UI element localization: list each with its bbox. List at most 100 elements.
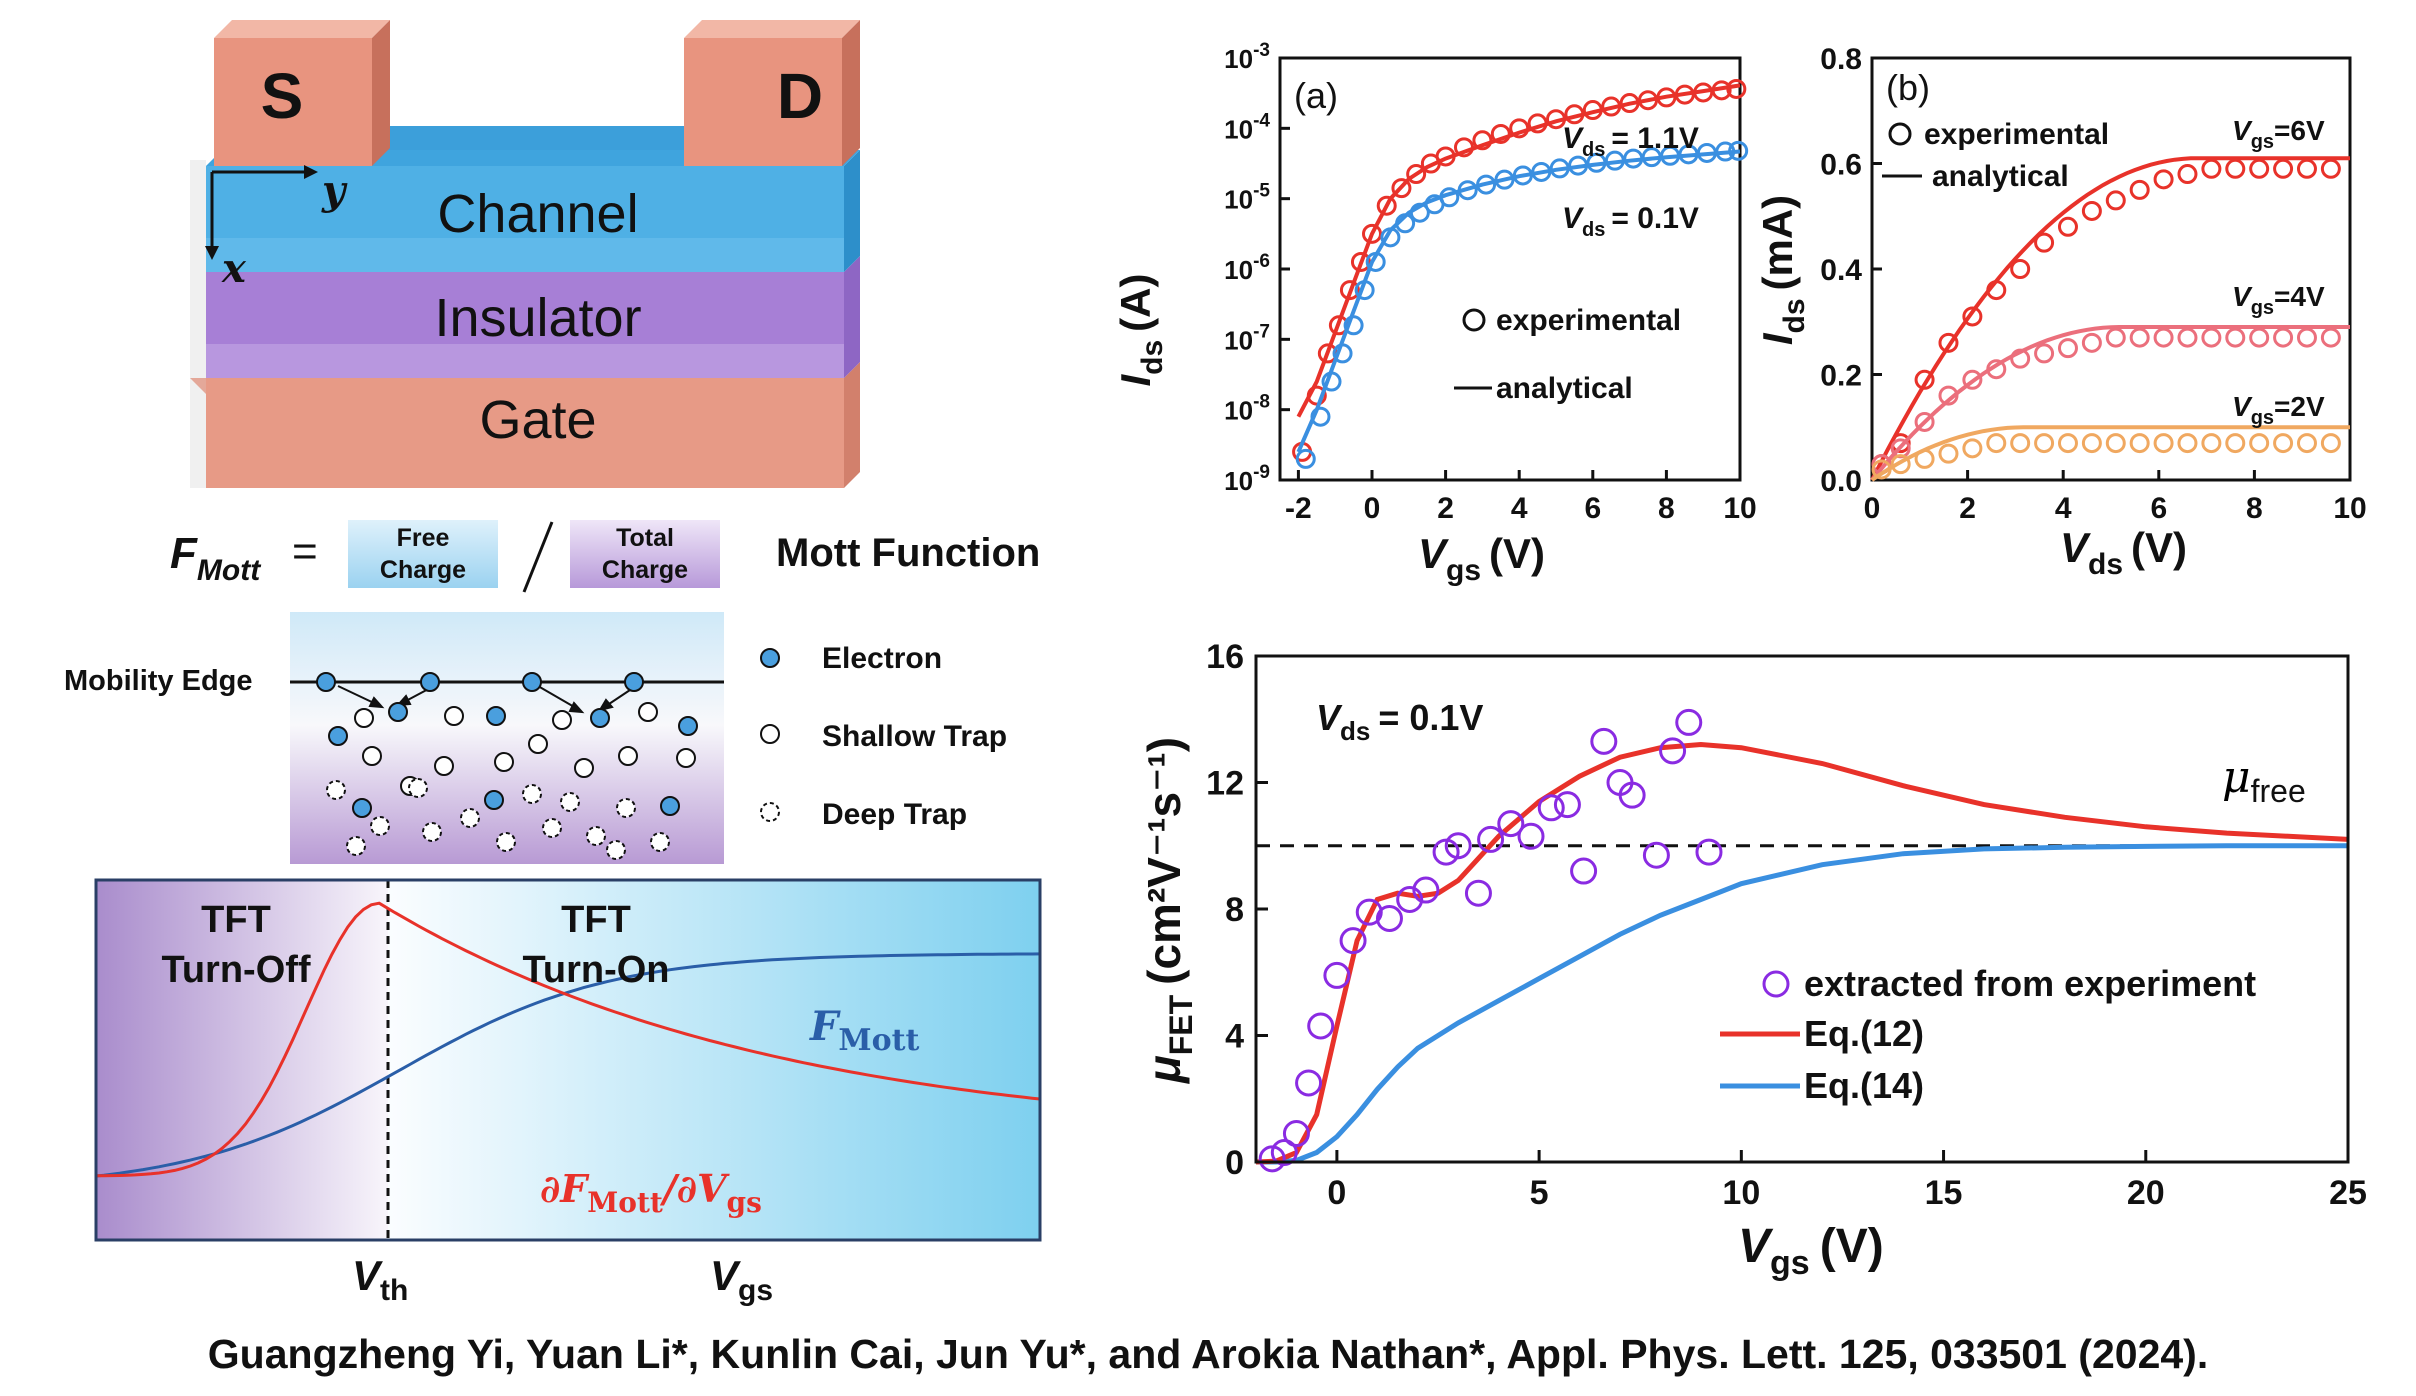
chart-b-point-2	[1962, 369, 1983, 390]
chart-b-ytick-label: 0.0	[1820, 465, 1862, 498]
shallow-trap-dot	[618, 746, 638, 766]
electron-dot	[522, 672, 542, 692]
chart-b-xtick-label: 8	[2246, 492, 2263, 525]
deep-trap-dot	[460, 808, 480, 828]
chart-a-ytick-label: 10-3	[1224, 40, 1270, 74]
chart-b-point-3	[2129, 433, 2150, 454]
chart-a-series2-label: Vds = 0.1V	[1562, 202, 1699, 241]
gate-layer	[206, 378, 844, 488]
chart-a-point-1	[1406, 164, 1427, 185]
electron-dot	[328, 726, 348, 746]
chart-a-point-1	[1391, 178, 1412, 199]
chart-c-vds-annotation: Vds = 0.1V	[1316, 697, 1483, 746]
chart-b-point-1	[1914, 369, 1935, 390]
chart-a-xlabel: Vgs (V)	[1418, 530, 1545, 587]
vth-label: Vth	[352, 1252, 408, 1307]
chart-b-point-1	[2034, 232, 2055, 253]
chart-a-point-2	[1604, 150, 1625, 171]
drain-label: D	[777, 60, 823, 132]
chart-a-point-2	[1512, 165, 1533, 186]
chart-c-legend-experiment: extracted from experiment	[1804, 963, 2256, 1004]
chart-a-point-1	[1527, 113, 1548, 134]
chart-a-xtick-label: 4	[1511, 492, 1528, 525]
total-charge-box	[570, 520, 720, 588]
chart-a-point-2	[1332, 343, 1353, 364]
chart-c-experiment-point	[1270, 1139, 1298, 1167]
deep-trap-dot	[522, 784, 542, 804]
electron-dot	[352, 798, 372, 818]
chart-b-xtick-label: 0	[1864, 492, 1881, 525]
chart-b-point-1	[2201, 158, 2222, 179]
chart-b-point-3	[2225, 433, 2246, 454]
chart-a-point-1	[1656, 87, 1677, 108]
chart-b-point-3	[2201, 433, 2222, 454]
chart-b-point-3	[1914, 448, 1935, 469]
legend-electron-icon	[760, 648, 780, 668]
chart-a-point-1	[1490, 123, 1511, 144]
chart-b-point-2	[2129, 327, 2150, 348]
trap-diagram: Mobility Edge Electron Shallow Trap Deep…	[64, 612, 1007, 864]
turn-off-line2: Turn-Off	[161, 949, 310, 991]
chart-b-series1-label: Vgs=6V	[2232, 115, 2325, 153]
fmott-curve	[95, 952, 1041, 1178]
chart-b-point-3	[2034, 433, 2055, 454]
deep-trap-dot	[370, 816, 390, 836]
chart-c-experiment-point	[1444, 832, 1472, 860]
chart-b-point-3	[2057, 433, 2078, 454]
chart-a-xtick-label: 6	[1584, 492, 1601, 525]
chart-b-ytick-label: 0.2	[1820, 360, 1862, 393]
chart-c-mobility: 0 5 10 15 20 25 0 4 8 12 16 Vds = 0.1V μfree extrac…	[1138, 638, 2367, 1282]
chart-c-experiment-point	[1497, 810, 1525, 838]
chart-a-point-1	[1435, 146, 1456, 167]
chart-a-point-2	[1395, 213, 1416, 234]
chart-a-point-2	[1549, 158, 1570, 179]
chart-b-point-3	[1890, 454, 1911, 475]
chart-a-point-2	[1343, 315, 1364, 336]
shallow-trap-dot	[354, 708, 374, 728]
drain-electrode	[684, 38, 842, 166]
chart-b-point-3	[2273, 433, 2294, 454]
chart-a-point-2	[1586, 152, 1607, 173]
chart-a-series1-label: Vds = 1.1V	[1562, 122, 1699, 161]
deep-trap-dot	[496, 832, 516, 852]
mobility-edge-label: Mobility Edge	[64, 665, 253, 697]
total-charge-line2: Charge	[602, 556, 688, 584]
chart-b-legend-marker	[1888, 122, 1912, 146]
chart-a-ytick-label: 10-9	[1224, 462, 1270, 496]
free-charge-box	[348, 520, 498, 588]
chart-c-xtick-label: 10	[1722, 1174, 1760, 1212]
vgs-label: Vgs	[710, 1252, 773, 1307]
chart-b-point-2	[2153, 327, 2174, 348]
chart-a-point-1	[1674, 84, 1695, 105]
chart-a-point-2	[1457, 180, 1478, 201]
chart-a-point-1	[1509, 118, 1530, 139]
insulator-label: Insulator	[434, 288, 641, 348]
chart-c-legend-eq14: Eq.(14)	[1804, 1065, 1924, 1106]
chart-c-xlabel: Vgs (V)	[1738, 1220, 1884, 1282]
chart-a-point-1	[1693, 82, 1714, 103]
chart-b-point-2	[2105, 327, 2126, 348]
chart-b-xtick-label: 4	[2055, 492, 2072, 525]
chart-a-point-2	[1321, 371, 1342, 392]
chart-a-point-1	[1726, 78, 1747, 99]
chart-a-point-2	[1568, 155, 1589, 176]
chart-b-point-3	[2081, 433, 2102, 454]
chart-c-experiment-point	[1570, 857, 1598, 885]
chart-c-mu-free-label: μfree	[2222, 752, 2306, 809]
chart-b-point-1	[2320, 158, 2341, 179]
chart-c-experiment-point	[1375, 904, 1403, 932]
chart-a-legend-analytical: analytical	[1496, 372, 1633, 405]
chart-b-point-3	[1871, 459, 1892, 480]
electron-dot	[590, 708, 610, 728]
chart-a-point-2	[1380, 227, 1401, 248]
dfmott-label: ∂FMott/∂Vgs	[540, 1166, 762, 1219]
chart-a-point-2	[1494, 169, 1515, 190]
chart-b-point-1	[2010, 259, 2031, 279]
chart-a-point-2	[1728, 140, 1749, 161]
chart-c-experiment-point	[1517, 822, 1545, 850]
chart-b-point-2	[2225, 327, 2246, 348]
chart-b-point-2	[2320, 327, 2341, 348]
chart-b-point-3	[2177, 433, 2198, 454]
chart-a-point-1	[1546, 109, 1566, 130]
legend-shallow-trap-icon	[760, 724, 780, 744]
